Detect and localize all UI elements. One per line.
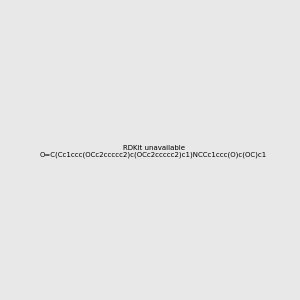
- Text: RDKit unavailable
O=C(Cc1ccc(OCc2ccccc2)c(OCc2ccccc2)c1)NCCc1ccc(O)c(OC)c1: RDKit unavailable O=C(Cc1ccc(OCc2ccccc2)…: [40, 145, 267, 158]
